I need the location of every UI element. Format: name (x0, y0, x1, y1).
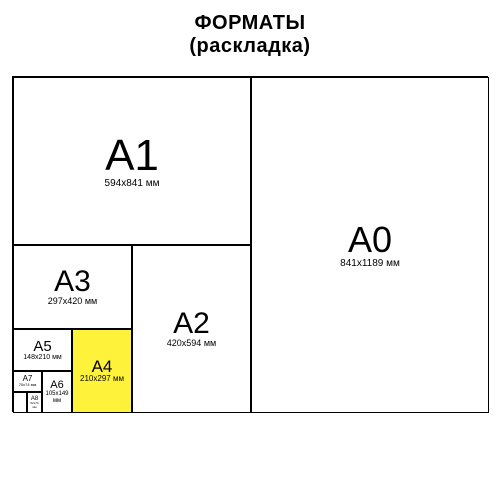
page-title: ФОРМАТЫ (раскладка) (189, 12, 310, 58)
format-a2: A2420х594 мм (132, 245, 251, 413)
format-a0: A0841х1189 мм (251, 77, 489, 413)
formats-diagram: A0841х1189 ммA1594х841 ммA2420х594 ммA32… (12, 76, 488, 412)
format-a7: A770х74 мм (13, 371, 42, 392)
format-a5-name: A5 (33, 339, 51, 354)
format-a0-dims: 841х1189 мм (340, 258, 400, 269)
format-a9 (13, 392, 27, 413)
format-a2-name: A2 (173, 309, 210, 339)
format-a1-dims: 594х841 мм (105, 178, 160, 189)
format-a4-dims: 210х297 мм (80, 375, 124, 384)
format-a5-dims: 148х210 мм (23, 354, 61, 362)
format-a8-dims: 52х74 мм (28, 402, 41, 409)
title-line-2: (раскладка) (189, 35, 310, 58)
format-a6-name: A6 (50, 380, 63, 391)
format-a7-dims: 70х74 мм (19, 383, 37, 387)
format-a3-name: A3 (54, 267, 91, 297)
format-a2-dims: 420х594 мм (167, 339, 216, 349)
format-a6: A6105х149 мм (42, 371, 72, 413)
format-a6-dims: 105х149 мм (43, 391, 71, 404)
format-a1: A1594х841 мм (13, 77, 251, 245)
format-a8: A852х74 мм (27, 392, 42, 413)
format-a3: A3297х420 мм (13, 245, 132, 329)
format-a1-name: A1 (105, 134, 159, 178)
format-a0-name: A0 (348, 222, 392, 258)
format-a4: A4210х297 мм (72, 329, 132, 413)
title-line-1: ФОРМАТЫ (189, 12, 310, 35)
format-a3-dims: 297х420 мм (48, 297, 97, 307)
format-a4-name: A4 (92, 358, 113, 375)
format-a5: A5148х210 мм (13, 329, 72, 371)
